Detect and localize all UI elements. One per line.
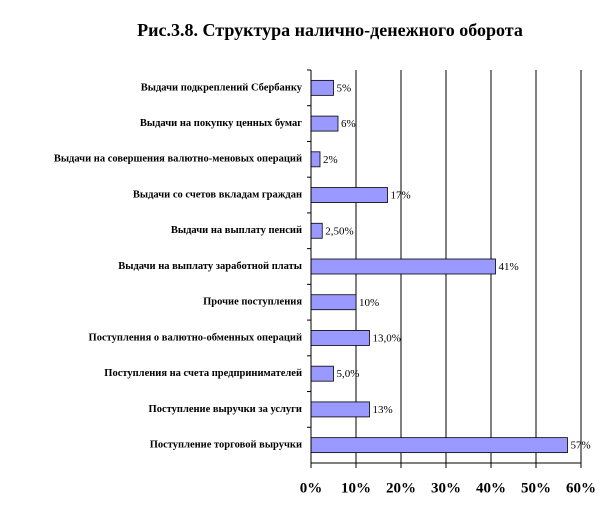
bar xyxy=(310,222,323,239)
x-tick-label: 20% xyxy=(386,480,416,496)
bar xyxy=(310,330,370,346)
y-tick-label: Поступление выручки за услуги xyxy=(149,404,302,415)
value-label: 17% xyxy=(391,190,411,202)
y-tick-label: Поступления на счета предпринимателей xyxy=(104,368,302,379)
y-tick-label: Выдачи со счетов вкладам граждан xyxy=(133,189,302,200)
y-tick-label: Прочие поступления xyxy=(203,297,302,308)
y-tick-label: Выдачи на покупку ценных бумаг xyxy=(140,118,302,129)
y-tick-label: Поступление торговой выручки xyxy=(150,440,302,451)
value-label: 2,50% xyxy=(325,225,353,237)
y-tick-label: Поступления о валютно-обменных операций xyxy=(89,332,302,343)
value-label: 5,0% xyxy=(337,368,360,380)
bar xyxy=(310,258,496,275)
value-label: 13% xyxy=(373,404,393,416)
y-tick-label: Выдачи на совершения валютно-меновых опе… xyxy=(54,154,302,165)
value-label: 41% xyxy=(499,261,519,273)
x-tick-label: 0% xyxy=(300,480,323,496)
value-label: 2% xyxy=(323,154,338,166)
x-tick-label: 50% xyxy=(521,480,551,496)
y-tick-label: Выдачи на выплату заработной платы xyxy=(118,261,302,272)
value-label: 13,0% xyxy=(373,332,401,344)
bar xyxy=(310,115,339,132)
x-tick-label: 10% xyxy=(341,480,371,496)
value-label: 6% xyxy=(341,118,356,130)
value-label: 5% xyxy=(337,82,352,94)
chart-title: Рис.3.8. Структура налично-денежного обо… xyxy=(137,20,523,40)
y-tick-label: Выдачи подкреплений Сбербанку xyxy=(141,82,303,93)
bar xyxy=(310,151,321,168)
y-tick-label: Выдачи на выплату пенсий xyxy=(171,225,302,236)
bar xyxy=(310,79,334,96)
x-tick-label: 60% xyxy=(566,480,596,496)
bar xyxy=(310,401,370,418)
x-tick-label: 30% xyxy=(431,480,461,496)
bar xyxy=(310,187,388,203)
x-tick-label: 40% xyxy=(476,480,506,496)
value-label: 10% xyxy=(359,297,379,309)
bar xyxy=(310,365,334,382)
value-label: 57% xyxy=(571,440,591,452)
bar xyxy=(310,437,568,454)
bar xyxy=(310,294,357,311)
